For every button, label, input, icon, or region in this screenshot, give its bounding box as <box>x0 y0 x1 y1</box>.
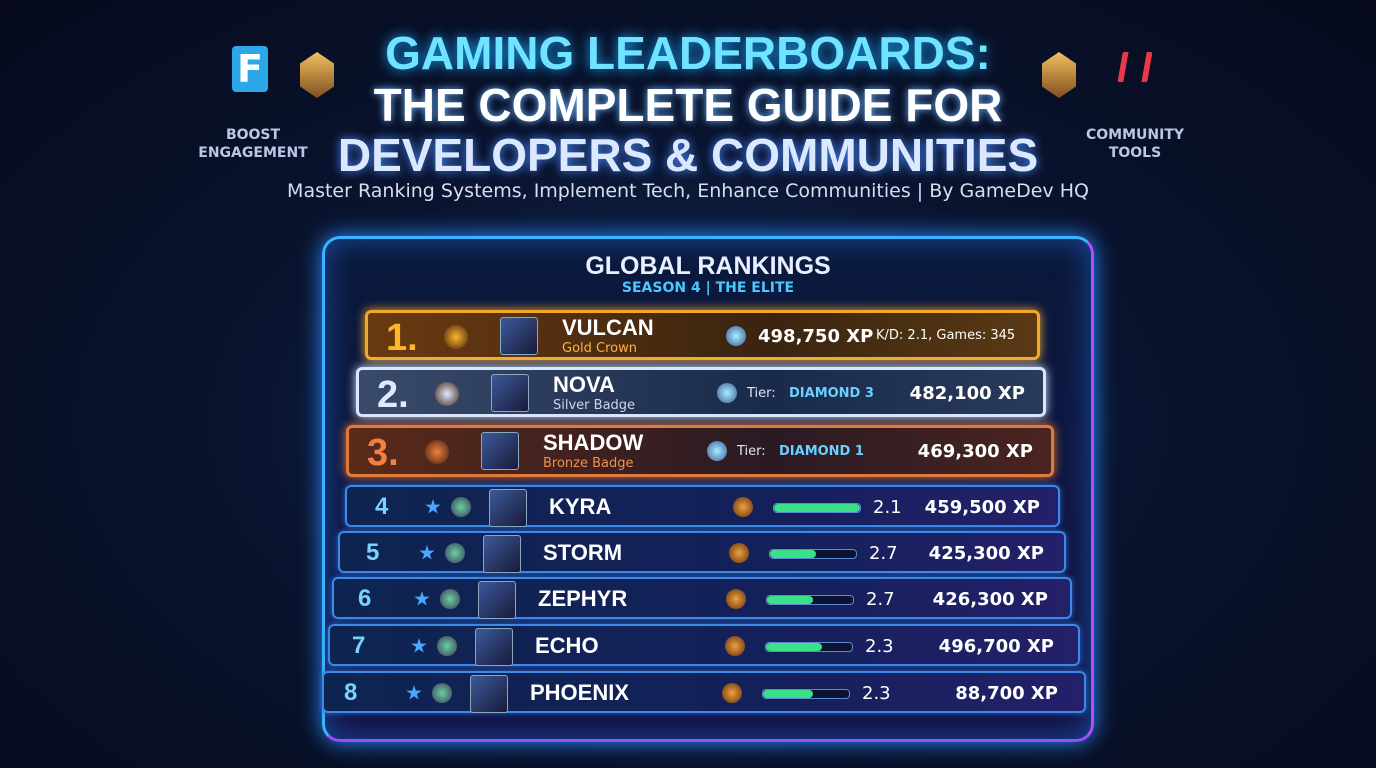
star-icon <box>419 545 435 560</box>
tier-label: Tier: <box>747 386 776 401</box>
progress-fill <box>766 643 822 651</box>
progress-bar <box>762 689 850 699</box>
player-name: NOVA <box>553 372 615 397</box>
star-icon <box>406 685 422 700</box>
xp: 425,300 XP <box>928 543 1044 564</box>
xp: 482,100 XP <box>909 383 1025 404</box>
player-name: PHOENIX <box>530 680 630 705</box>
tier-icon <box>707 441 727 461</box>
left-label: BOOST ENGAGEMENT <box>198 127 308 161</box>
logo-left: F <box>232 46 268 92</box>
star-icon <box>425 499 441 514</box>
rank-icon <box>437 636 457 656</box>
avatar <box>470 675 508 713</box>
kd: 2.7 <box>866 589 895 610</box>
medal-icon <box>444 325 468 349</box>
avatar <box>478 581 516 619</box>
medal-icon <box>435 382 459 406</box>
ranking-row: 8 PHOENIX 2.3 88,700 XP <box>322 671 1086 713</box>
player-name: ZEPHYR <box>538 586 628 611</box>
rank-icon <box>451 497 471 517</box>
tier-icon <box>733 497 753 517</box>
badge-label: Bronze Badge <box>543 456 634 471</box>
xp: 459,500 XP <box>924 497 1040 518</box>
badge-label: Silver Badge <box>553 398 636 413</box>
tier-icon <box>717 383 737 403</box>
tier: DIAMOND 1 <box>779 444 864 459</box>
board-season: SEASON 4 | THE ELITE <box>621 280 795 296</box>
tier-icon <box>725 636 745 656</box>
player-name: VULCAN <box>562 315 654 340</box>
stats: K/D: 2.1, Games: 345 <box>876 328 1016 343</box>
xp: 469,300 XP <box>917 441 1033 462</box>
progress-bar <box>769 549 857 559</box>
xp: 498,750 XP <box>758 326 874 347</box>
progress-fill <box>770 550 816 558</box>
player-name: SHADOW <box>543 430 644 455</box>
ranking-row: 5 STORM 2.7 425,300 XP <box>338 531 1066 573</box>
logo-right <box>1117 52 1153 82</box>
medal-icon <box>425 440 449 464</box>
avatar <box>489 489 527 527</box>
tier-label: Tier: <box>737 444 766 459</box>
board-title: GLOBAL RANKINGS <box>585 252 831 280</box>
ranking-row: 4 KYRA 2.1 459,500 XP <box>345 485 1060 527</box>
rank: 6 <box>358 585 372 612</box>
player-name: STORM <box>543 540 623 565</box>
title-line: GAMING LEADERBOARDS: <box>385 27 991 79</box>
kd: 2.3 <box>862 683 891 704</box>
kd: 2.3 <box>865 636 894 657</box>
leader-row: 3. SHADOW Bronze Badge Tier: DIAMOND 1 469,30… <box>346 425 1054 477</box>
rank-icon <box>440 589 460 609</box>
rank: 2. <box>377 374 409 416</box>
avatar <box>475 628 513 666</box>
badge-label: Gold Crown <box>562 341 637 356</box>
progress-bar <box>773 503 861 513</box>
right-label: COMMUNITY TOOLS <box>1085 127 1185 161</box>
avatar <box>481 432 519 470</box>
title-line: DEVELOPERS & COMMUNITIES <box>337 129 1039 181</box>
player-name: ECHO <box>535 633 599 658</box>
progress-bar <box>765 642 853 652</box>
tier-icon <box>722 683 742 703</box>
progress-bar <box>766 595 854 605</box>
rank: 3. <box>367 432 399 474</box>
tier-icon <box>726 326 746 346</box>
leader-row: 1. VULCAN Gold Crown 498,750 XP K/D: 2.1, Ga… <box>365 310 1040 360</box>
progress-fill <box>774 504 860 512</box>
kd: 2.1 <box>873 497 902 518</box>
rank: 4 <box>375 493 389 520</box>
star-icon <box>414 591 430 606</box>
rank-icon <box>432 683 452 703</box>
ranking-row: 6 ZEPHYR 2.7 426,300 XP <box>332 577 1072 619</box>
xp: 88,700 XP <box>955 683 1058 704</box>
rank: 5 <box>366 539 380 566</box>
rank-icon <box>445 543 465 563</box>
avatar <box>500 317 538 355</box>
xp: 426,300 XP <box>932 589 1048 610</box>
tier-icon <box>726 589 746 609</box>
progress-fill <box>763 690 813 698</box>
avatar <box>483 535 521 573</box>
xp: 496,700 XP <box>938 636 1054 657</box>
subtitle: Master Ranking Systems, Implement Tech, … <box>287 180 1089 202</box>
player-name: KYRA <box>549 494 612 519</box>
rank: 7 <box>352 632 366 659</box>
star-icon <box>411 638 427 653</box>
title-line: THE COMPLETE GUIDE FOR <box>373 79 1003 131</box>
tier-icon <box>729 543 749 563</box>
ranking-row: 7 ECHO 2.3 496,700 XP <box>328 624 1080 666</box>
tier: DIAMOND 3 <box>789 386 874 401</box>
avatar <box>491 374 529 412</box>
leader-row: 2. NOVA Silver Badge Tier: DIAMOND 3 482,100 … <box>356 367 1046 417</box>
rank: 1. <box>386 317 418 359</box>
rank: 8 <box>344 679 358 706</box>
progress-fill <box>767 596 813 604</box>
kd: 2.7 <box>869 543 898 564</box>
